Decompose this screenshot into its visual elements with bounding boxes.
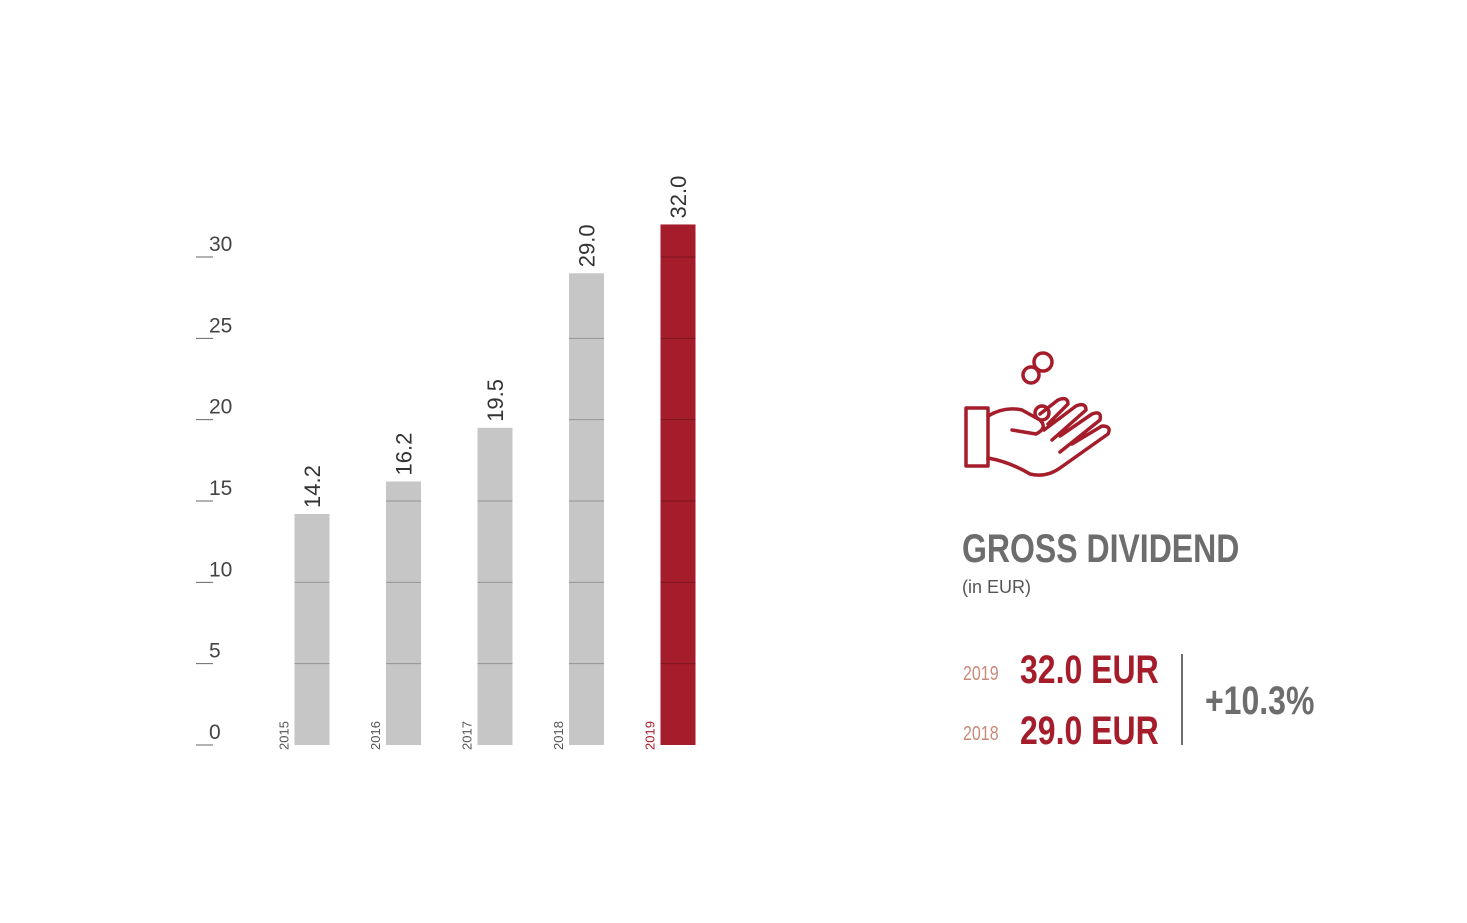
y-tick-label: 10 bbox=[209, 558, 232, 581]
bar bbox=[660, 224, 696, 745]
y-tick-label: 0 bbox=[209, 721, 221, 744]
x-tick-label: 2015 bbox=[277, 721, 292, 750]
x-tick-label: 2019 bbox=[643, 721, 658, 750]
dividend-icon bbox=[964, 351, 1111, 477]
bar bbox=[477, 427, 513, 745]
summary-change: +10.3% bbox=[1205, 678, 1314, 723]
summary-value: 29.0 EUR bbox=[1020, 708, 1159, 753]
value-label: 29.0 bbox=[575, 224, 600, 267]
value-label: 32.0 bbox=[666, 176, 691, 219]
x-tick-label: 2016 bbox=[368, 721, 383, 750]
y-tick-label: 25 bbox=[209, 314, 232, 337]
bar bbox=[386, 481, 421, 745]
bar bbox=[569, 273, 604, 745]
panel-subtitle: (in EUR) bbox=[962, 577, 1031, 597]
bar bbox=[294, 514, 330, 745]
x-tick-label: 2017 bbox=[460, 721, 475, 750]
panel-title: GROSS DIVIDEND bbox=[962, 526, 1239, 571]
summary-value: 32.0 EUR bbox=[1020, 647, 1159, 692]
summary-year: 2018 bbox=[963, 722, 999, 744]
value-label: 14.2 bbox=[300, 465, 325, 508]
value-label: 16.2 bbox=[392, 433, 417, 476]
y-tick-label: 30 bbox=[209, 233, 232, 256]
y-tick-label: 15 bbox=[209, 477, 232, 500]
y-tick-label: 20 bbox=[209, 396, 232, 419]
value-label: 19.5 bbox=[483, 379, 508, 422]
y-tick-label: 5 bbox=[209, 640, 221, 663]
summary-year: 2019 bbox=[963, 662, 999, 684]
x-tick-label: 2018 bbox=[551, 721, 566, 750]
